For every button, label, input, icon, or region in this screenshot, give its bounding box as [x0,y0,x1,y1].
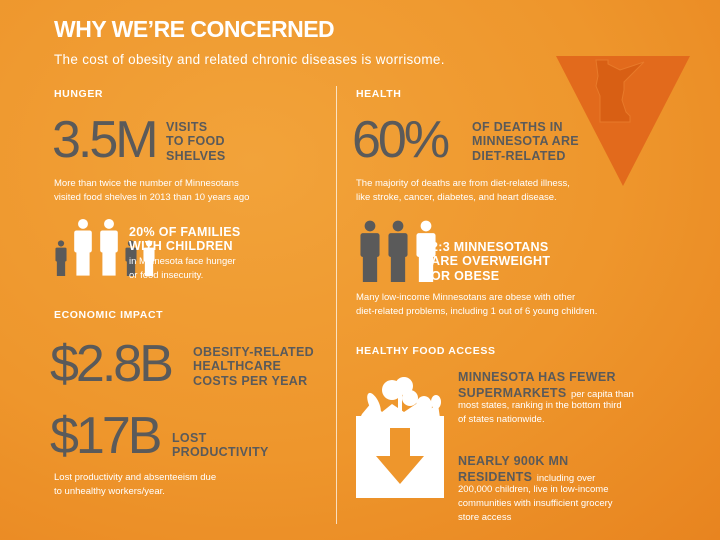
hunger-stat-note: More than twice the number of Minnesotan… [54,178,250,203]
column-divider [336,86,337,524]
down-arrow-icon [556,56,690,186]
hunger-stat-caption: VISITS TO FOOD SHELVES [166,120,226,163]
residents-fact: NEARLY 900K MN RESIDENTS including over [458,454,596,485]
families-headline: 20% OF FAMILIES WITH CHILDREN [129,225,241,254]
person-icon [360,220,380,282]
hunger-section-label: HUNGER [54,88,104,100]
economic-stat-healthcare-caption: OBESITY-RELATED HEALTHCARE COSTS PER YEA… [193,345,314,388]
economic-section-label: ECONOMIC IMPACT [54,309,164,321]
person-icon [416,220,436,282]
page-subtitle: The cost of obesity and related chronic … [54,52,445,67]
economic-stat-productivity: $17B [50,407,162,465]
person-icon [55,240,67,276]
residents-note: 200,000 children, live in low-income com… [458,484,613,523]
person-icon [100,218,118,276]
families-note: in Minnesota face hunger or food insecur… [129,256,236,281]
obese-note: Many low-income Minnesotans are obese wi… [356,292,598,317]
hunger-stat: 3.5M [52,111,159,169]
health-section-label: HEALTH [356,88,402,100]
person-icon [143,240,155,276]
economic-stat-healthcare: $2.8B [50,335,174,393]
economic-stat-productivity-caption: LOST PRODUCTIVITY [172,431,269,460]
obese-headline: 2:3 MINNESOTANS ARE OVERWEIGHT OR OBESE [431,240,551,283]
page-title: WHY WE’RE CONCERNED [54,16,335,42]
family-people-icons [54,218,156,276]
person-icon [74,218,92,276]
health-stat-caption: OF DEATHS IN MINNESOTA ARE DIET-RELATED [472,120,579,163]
food-access-section-label: HEALTHY FOOD ACCESS [356,345,496,357]
person-icon [388,220,408,282]
fewer-supermarkets-fact: MINNESOTA HAS FEWER SUPERMARKETS per cap… [458,370,634,401]
health-stat: 60% [352,111,450,169]
fewer-supermarkets-note: most states, ranking in the bottom third… [458,400,622,425]
economic-note: Lost productivity and absenteeism due to… [54,472,217,497]
grocery-bag-icon [356,377,444,498]
health-stat-note: The majority of deaths are from diet-rel… [356,178,570,203]
obese-people-icons [358,220,438,282]
minnesota-map-icon [595,59,645,123]
person-icon [125,240,137,276]
